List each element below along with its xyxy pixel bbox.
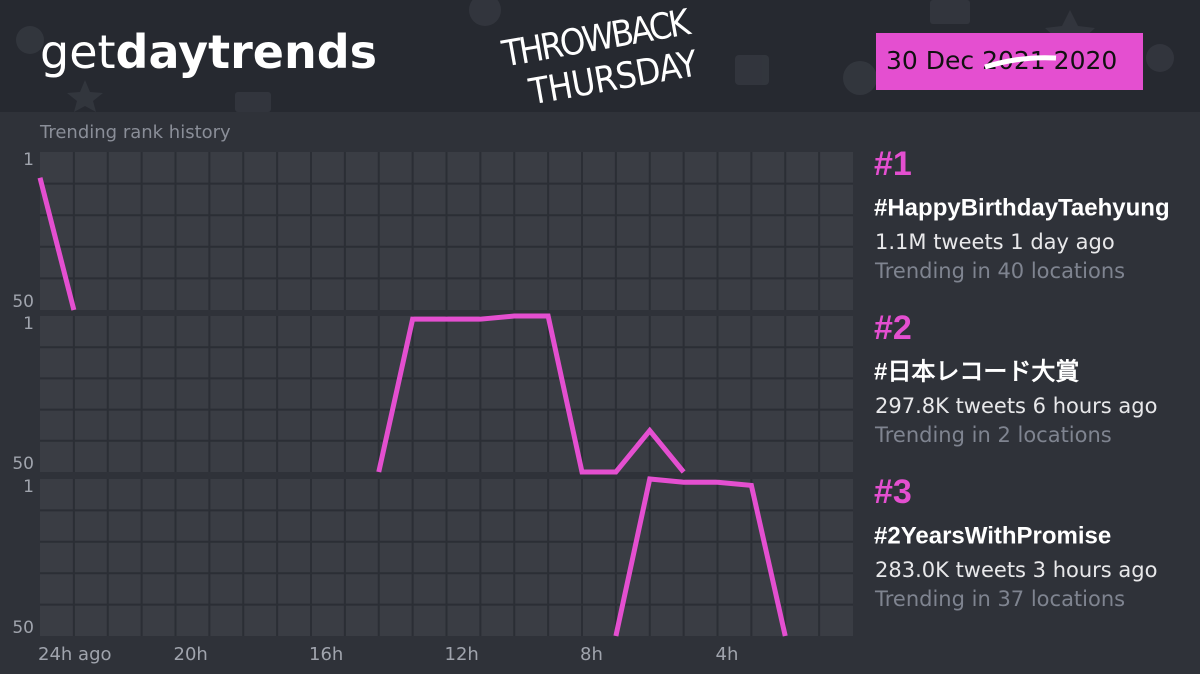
chart-title: Trending rank history — [39, 122, 231, 143]
date-year: 2020 — [1054, 46, 1118, 75]
y-tick-label: 50 — [12, 618, 34, 638]
x-tick-label: 8h — [580, 644, 603, 665]
trend-rank: #3 — [874, 473, 912, 511]
rank-line — [613, 476, 788, 637]
trend-name: #日本レコード大賞 — [874, 358, 1079, 385]
logo-bold: daytrends — [116, 25, 377, 79]
y-tick-label: 1 — [23, 477, 34, 497]
logo-light: get — [40, 25, 116, 79]
x-tick-label: 12h — [445, 644, 479, 665]
trend-name: #2YearsWithPromise — [874, 522, 1111, 549]
y-tick-label: 1 — [23, 150, 34, 170]
trend-locations: Trending in 40 locations — [874, 259, 1125, 283]
strike — [984, 55, 1057, 70]
y-tick-label: 1 — [23, 314, 34, 334]
x-tick-label: 24h ago — [38, 644, 112, 665]
y-tick-label: 50 — [12, 292, 34, 312]
y-tick-label: 50 — [12, 454, 34, 474]
rank-line — [37, 177, 77, 311]
trend-stats: 283.0K tweets 3 hours ago — [875, 558, 1157, 582]
trend-stats: 297.8K tweets 6 hours ago — [875, 394, 1157, 418]
trends: #1 #HappyBirthdayTaehyung 1.1M tweets 1 da… — [874, 145, 1170, 611]
trend-name: #HappyBirthdayTaehyung — [874, 194, 1170, 221]
trend-rank: #2 — [874, 309, 912, 347]
logo: getdaytrends — [40, 25, 377, 79]
trend-stats: 1.1M tweets 1 day ago — [875, 230, 1115, 254]
x-tick-label: 4h — [716, 644, 739, 665]
trend-locations: Trending in 37 locations — [874, 587, 1125, 611]
x-tick-label: 20h — [174, 644, 208, 665]
trend-rank: #1 — [874, 145, 912, 183]
trend-locations: Trending in 2 locations — [874, 423, 1112, 447]
date-day: 30 Dec — [886, 46, 974, 75]
x-tick-label: 16h — [309, 644, 343, 665]
rank-line — [376, 313, 686, 475]
